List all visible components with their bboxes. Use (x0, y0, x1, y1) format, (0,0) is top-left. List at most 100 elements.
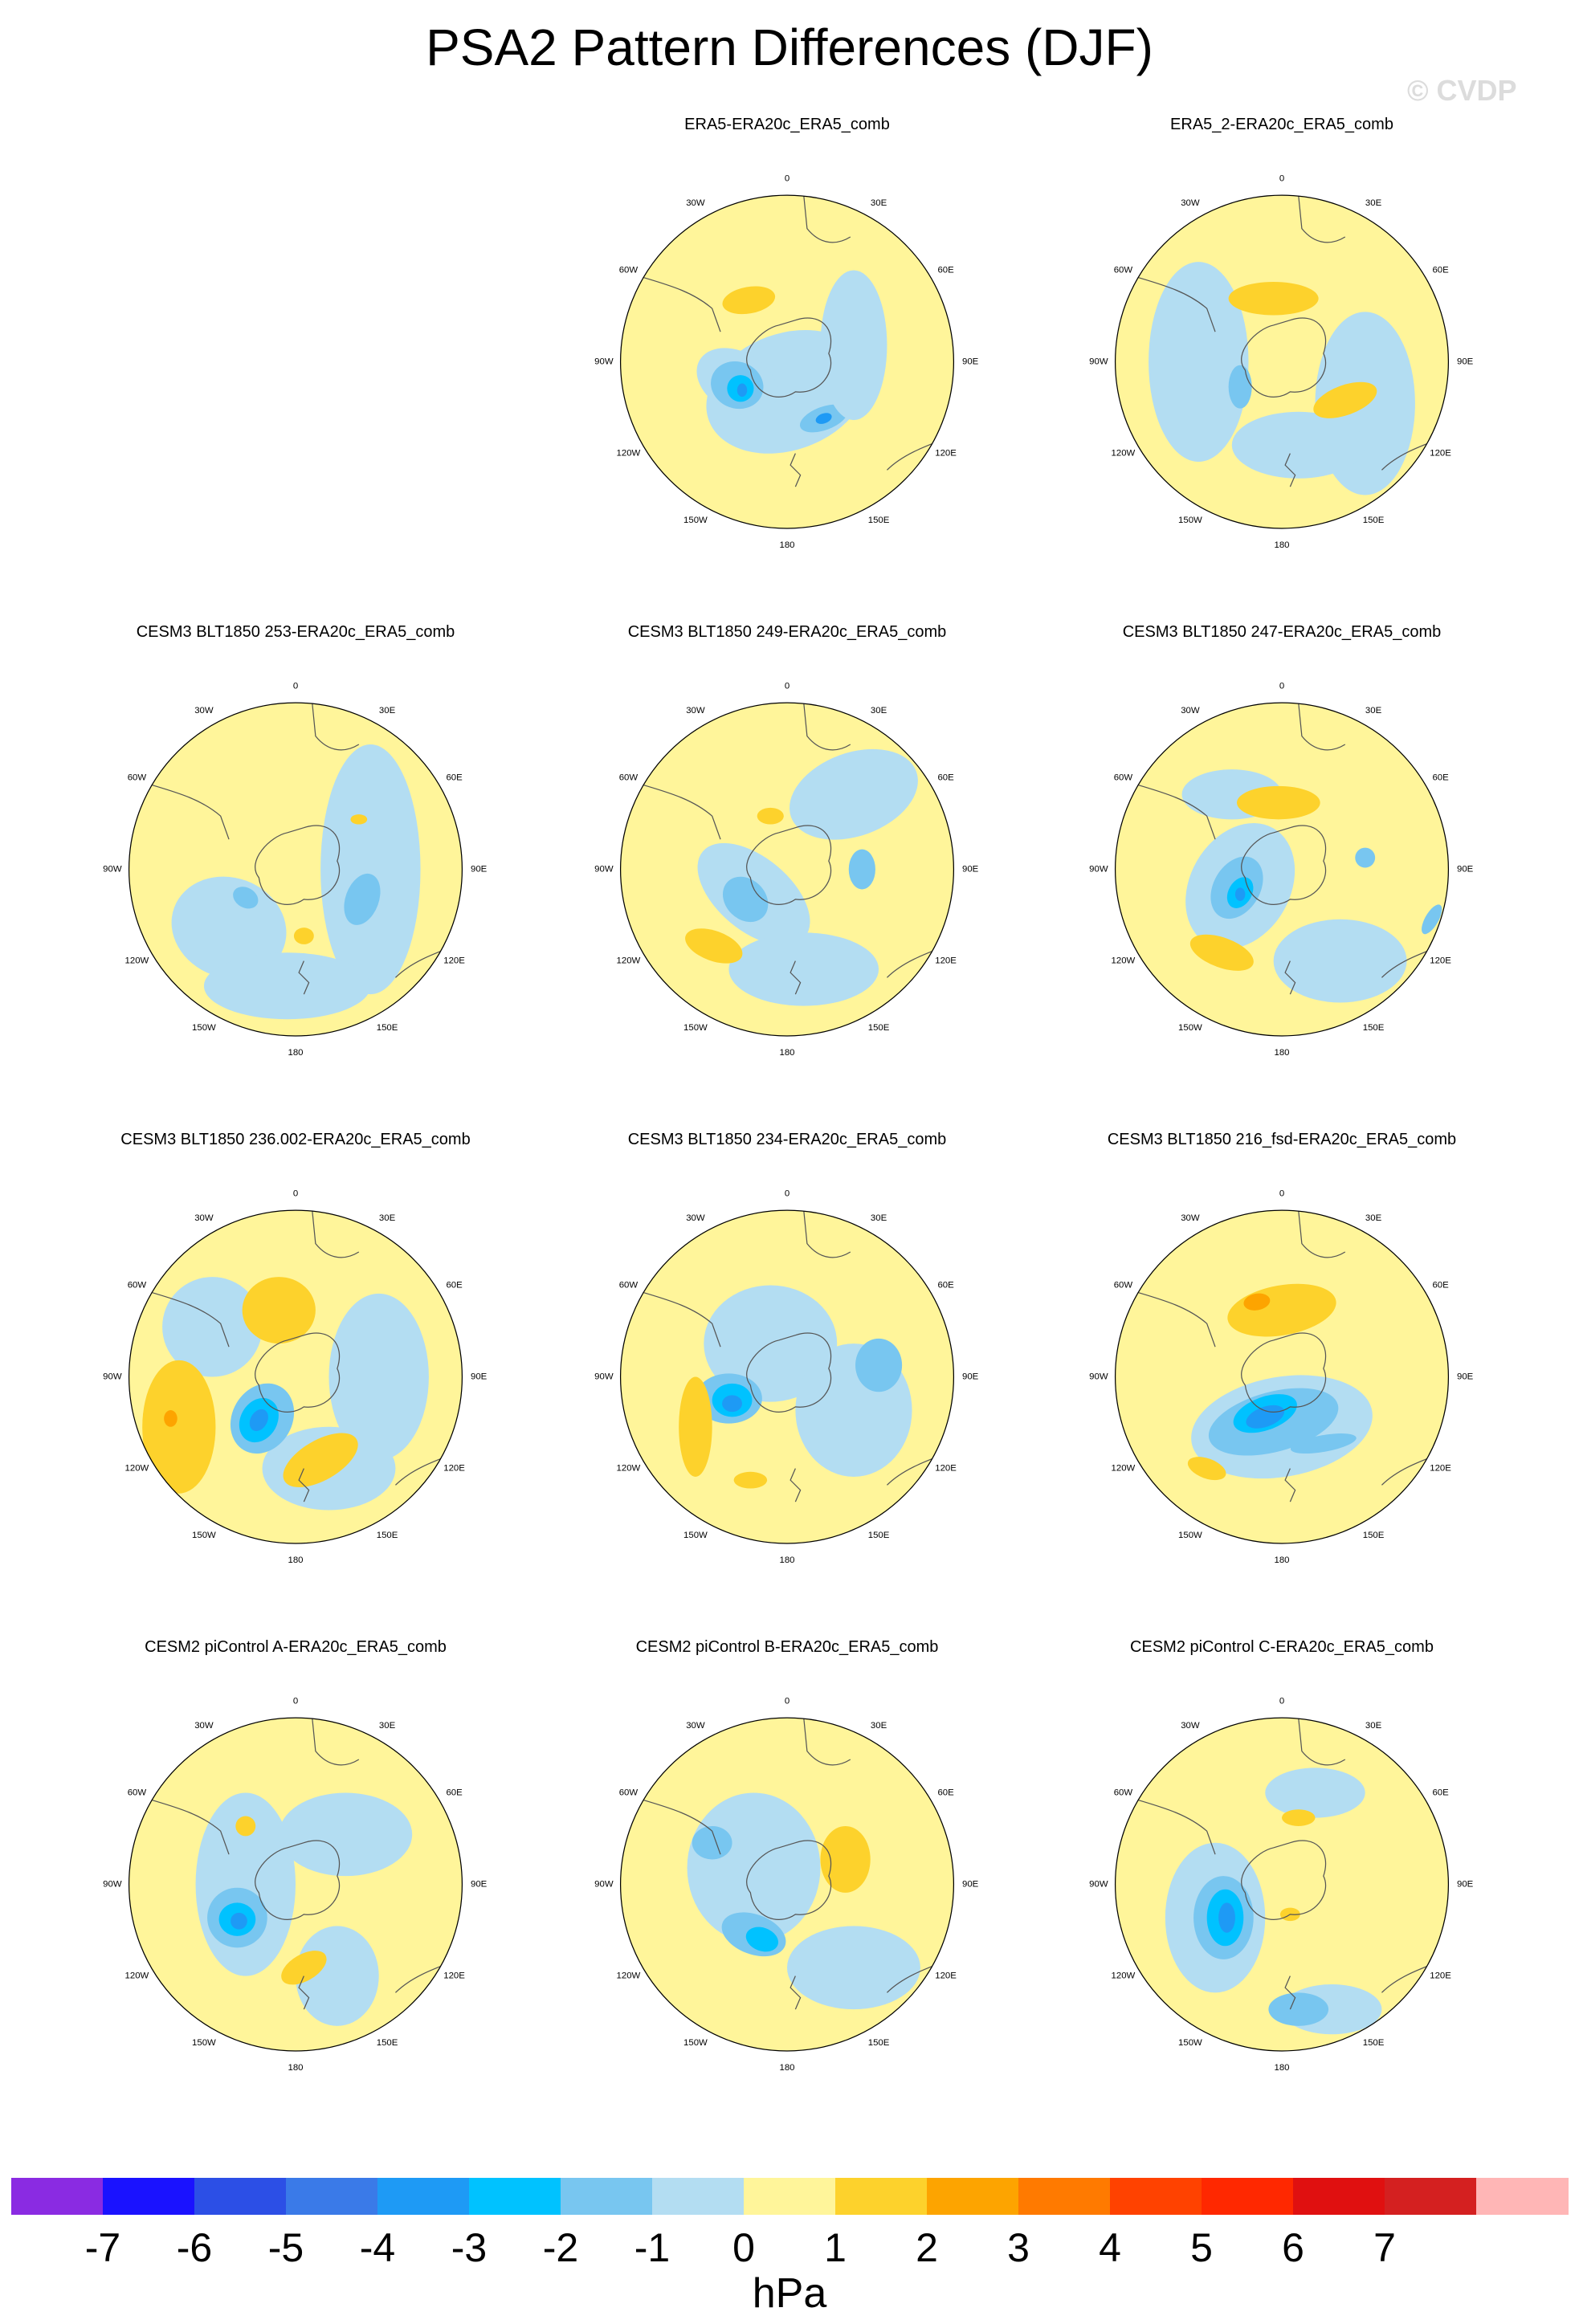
longitude-label: 60E (1432, 1281, 1449, 1290)
contour-region (1149, 262, 1249, 462)
longitude-label: 30E (871, 1721, 887, 1731)
longitude-label: 120E (1430, 956, 1451, 966)
longitude-label: 60W (619, 266, 639, 275)
longitude-label: 30W (686, 706, 705, 716)
coastline (1241, 825, 1327, 905)
coastline (298, 1468, 310, 1502)
colorbar-box (469, 2178, 561, 2215)
colorbar-tick-label: -4 (359, 2225, 396, 2270)
coastline (298, 960, 310, 995)
longitude-label: 90W (103, 865, 122, 875)
longitude-label: 90W (103, 1880, 122, 1890)
longitude-label: 60E (937, 1281, 954, 1290)
coastline (746, 825, 832, 905)
polar-map: 0 30E 60E 90E 120E 150E 180 150W 120W 90W 60W 30W (103, 1189, 488, 1565)
map-panel: CESM2 piControl C-ERA20c_ERA5_comb 0 30E 6… (1057, 1638, 1507, 2133)
colorbar-tick-label: 4 (1099, 2225, 1121, 2270)
longitude-label: 90E (471, 1880, 488, 1890)
panel-title: CESM3 BLT1850 236.002-ERA20c_ERA5_comb (120, 1131, 471, 1148)
colorbar-box (1293, 2178, 1385, 2215)
longitude-label: 150W (192, 1023, 216, 1033)
colorbar-box (1385, 2178, 1477, 2215)
colorbar (11, 2178, 1569, 2215)
longitude-label: 120W (125, 956, 149, 966)
coastline (312, 703, 360, 751)
longitude-label: 90W (1089, 357, 1108, 367)
contour-region (1313, 381, 1377, 418)
longitude-label: 30W (194, 706, 214, 716)
longitude-label: 90E (1457, 1880, 1474, 1890)
longitude-label: 150W (1178, 1531, 1202, 1540)
coastline (1298, 1718, 1346, 1766)
coastline (1241, 1840, 1327, 1920)
longitude-label: 90W (594, 1880, 614, 1890)
colorbar-tick-label: -5 (267, 2225, 304, 2270)
polar-map: 0 30E 60E 90E 120E 150E 180 150W 120W 90W 60W 30W (1089, 682, 1474, 1058)
longitude-label: 60W (128, 1281, 147, 1290)
longitude-label: 0 (1279, 174, 1284, 184)
polar-map: 0 30E 60E 90E 120E 150E 180 150W 120W 90W 60W 30W (594, 174, 979, 550)
coastline (1284, 960, 1296, 995)
longitude-label: 120W (1112, 449, 1136, 459)
longitude-label: 30W (1181, 1721, 1200, 1731)
longitude-label: 120E (443, 1464, 465, 1474)
longitude-label: 0 (785, 1189, 790, 1199)
longitude-label: 180 (288, 1048, 303, 1058)
longitude-label: 60E (937, 773, 954, 783)
contour-region (320, 744, 421, 995)
contour-region (293, 928, 314, 944)
longitude-label: 120E (1430, 1464, 1451, 1474)
longitude-label: 180 (1274, 540, 1289, 550)
longitude-label: 90E (962, 1372, 979, 1382)
longitude-label: 120E (935, 1464, 957, 1474)
longitude-label: 180 (779, 1048, 794, 1058)
longitude-label: 180 (1274, 1555, 1289, 1565)
contour-region (1189, 934, 1254, 971)
longitude-label: 90E (962, 357, 979, 367)
contour-region (328, 1293, 429, 1461)
coastline (803, 703, 851, 751)
longitude-label: 60W (128, 773, 147, 783)
longitude-label: 150E (377, 1023, 398, 1033)
longitude-label: 0 (293, 1697, 298, 1706)
polar-map: 0 30E 60E 90E 120E 150E 180 150W 120W 90W 60W 30W (103, 1697, 488, 2073)
longitude-label: 0 (293, 1189, 298, 1199)
longitude-label: 0 (1279, 1189, 1284, 1199)
panel-title: CESM2 piControl C-ERA20c_ERA5_comb (1130, 1638, 1434, 1656)
longitude-label: 120W (617, 956, 641, 966)
colorbar-tick-label: -3 (451, 2225, 488, 2270)
colorbar-tick-label: -1 (634, 2225, 671, 2270)
longitude-label: 150W (1178, 516, 1202, 525)
contour-region (1187, 1457, 1226, 1481)
contour-region (235, 1816, 256, 1837)
contour-region (350, 814, 368, 825)
contour-region (1218, 1902, 1235, 1933)
map-panel: CESM3 BLT1850 247-ERA20c_ERA5_comb 0 30E 6… (1057, 623, 1507, 1118)
map-border (128, 1717, 463, 2052)
colorbar-tick-label: 0 (732, 2225, 755, 2270)
contour-region (692, 1825, 732, 1860)
map-border (128, 1209, 463, 1544)
contour-region (685, 928, 743, 964)
longitude-label: 120W (125, 1971, 149, 1981)
longitude-label: 60W (1114, 1788, 1133, 1798)
longitude-label: 60W (1114, 1281, 1133, 1290)
longitude-label: 0 (785, 1697, 790, 1706)
longitude-label: 150E (377, 1531, 398, 1540)
longitude-label: 150W (1178, 1023, 1202, 1033)
longitude-label: 120E (443, 1971, 465, 1981)
longitude-label: 150W (1178, 2038, 1202, 2048)
map-border (619, 702, 955, 1037)
map-panel: ERA5-ERA20c_ERA5_comb 0 30E 60E 90E 120E 150E… (562, 116, 1012, 610)
longitude-label: 180 (288, 2063, 303, 2073)
polar-map: 0 30E 60E 90E 120E 150E 180 150W 120W 90W 60W 30W (1089, 1189, 1474, 1565)
longitude-label: 0 (293, 682, 298, 691)
longitude-label: 90E (962, 865, 979, 875)
polar-map: 0 30E 60E 90E 120E 150E 180 150W 120W 90W 60W 30W (594, 1697, 979, 2073)
colorbar-tick-label: 6 (1282, 2225, 1304, 2270)
longitude-label: 60W (619, 1281, 639, 1290)
longitude-label: 120W (617, 1971, 641, 1981)
coastline (1298, 195, 1346, 243)
colorbar-box (1476, 2178, 1569, 2215)
contour-region (787, 1926, 920, 2010)
